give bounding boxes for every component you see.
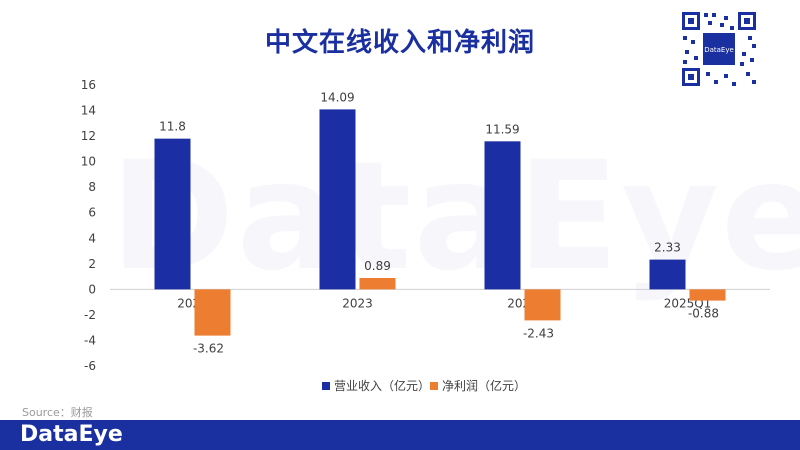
y-tick-label: 0 [88, 282, 96, 296]
y-tick-label: 14 [81, 104, 96, 118]
footer-bar: DataEye [0, 420, 800, 450]
revenue-bar [319, 109, 356, 290]
legend-swatch-profit [430, 382, 438, 390]
data-label: 2.33 [654, 241, 681, 255]
qr-center-label: DataEye [704, 46, 734, 54]
qr-code-icon: DataEye [680, 10, 758, 88]
y-tick-label: -6 [84, 359, 96, 373]
y-tick-label: 6 [88, 206, 96, 220]
y-tick-label: -2 [84, 308, 96, 322]
x-category-label: 2023 [342, 296, 373, 310]
y-tick-label: 10 [81, 155, 96, 169]
data-label: 11.59 [485, 122, 519, 136]
y-tick-label: -4 [84, 333, 96, 347]
legend-swatch-revenue [322, 382, 330, 390]
y-tick-label: 2 [88, 257, 96, 271]
revenue-bar [649, 259, 686, 290]
data-label: 0.89 [364, 259, 391, 273]
y-tick-label: 12 [81, 129, 96, 143]
profit-bar [359, 277, 396, 290]
revenue-bar [154, 138, 191, 290]
y-tick-label: 16 [81, 78, 96, 92]
profit-bar [194, 289, 231, 336]
y-tick-label: 8 [88, 180, 96, 194]
legend-label-profit: 净利润（亿元） [442, 378, 526, 393]
revenue-bar [484, 141, 521, 290]
y-tick-label: 4 [88, 231, 96, 245]
legend-label-revenue: 营业收入（亿元） [334, 378, 430, 393]
source-note: Source：财报 [22, 406, 93, 419]
profit-bar [524, 289, 561, 321]
data-label: -0.88 [688, 307, 719, 321]
data-label: -3.62 [193, 342, 224, 356]
bar-chart: -6-4-20246810121416202211.8-3.62202314.0… [81, 78, 770, 393]
data-label: 14.09 [320, 90, 354, 104]
dataeye-logo: DataEye [20, 422, 123, 447]
data-label: 11.8 [159, 120, 186, 134]
data-label: -2.43 [523, 326, 554, 340]
profit-bar [689, 289, 726, 301]
chart-title: 中文在线收入和净利润 [264, 28, 535, 58]
